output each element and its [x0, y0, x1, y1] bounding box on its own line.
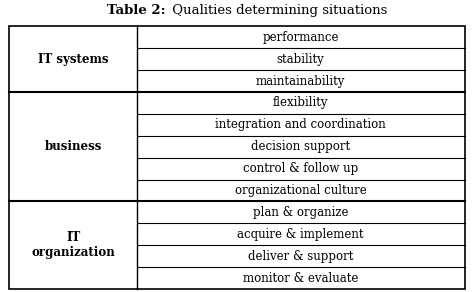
Text: decision support: decision support — [251, 140, 350, 153]
Text: acquire & implement: acquire & implement — [237, 228, 364, 241]
Text: deliver & support: deliver & support — [248, 250, 354, 263]
Text: integration and coordination: integration and coordination — [215, 118, 386, 131]
Text: IT systems: IT systems — [38, 53, 109, 66]
Text: organizational culture: organizational culture — [235, 184, 366, 197]
Text: Qualities determining situations: Qualities determining situations — [168, 4, 388, 17]
Text: plan & organize: plan & organize — [253, 206, 348, 219]
Text: control & follow up: control & follow up — [243, 162, 358, 175]
Text: Table 2:: Table 2: — [107, 4, 166, 17]
Text: IT
organization: IT organization — [31, 231, 115, 259]
Text: flexibility: flexibility — [273, 96, 328, 110]
Text: maintainability: maintainability — [256, 74, 346, 88]
Text: performance: performance — [263, 31, 339, 44]
Text: business: business — [45, 140, 102, 153]
Text: monitor & evaluate: monitor & evaluate — [243, 272, 358, 285]
Text: stability: stability — [277, 53, 325, 66]
